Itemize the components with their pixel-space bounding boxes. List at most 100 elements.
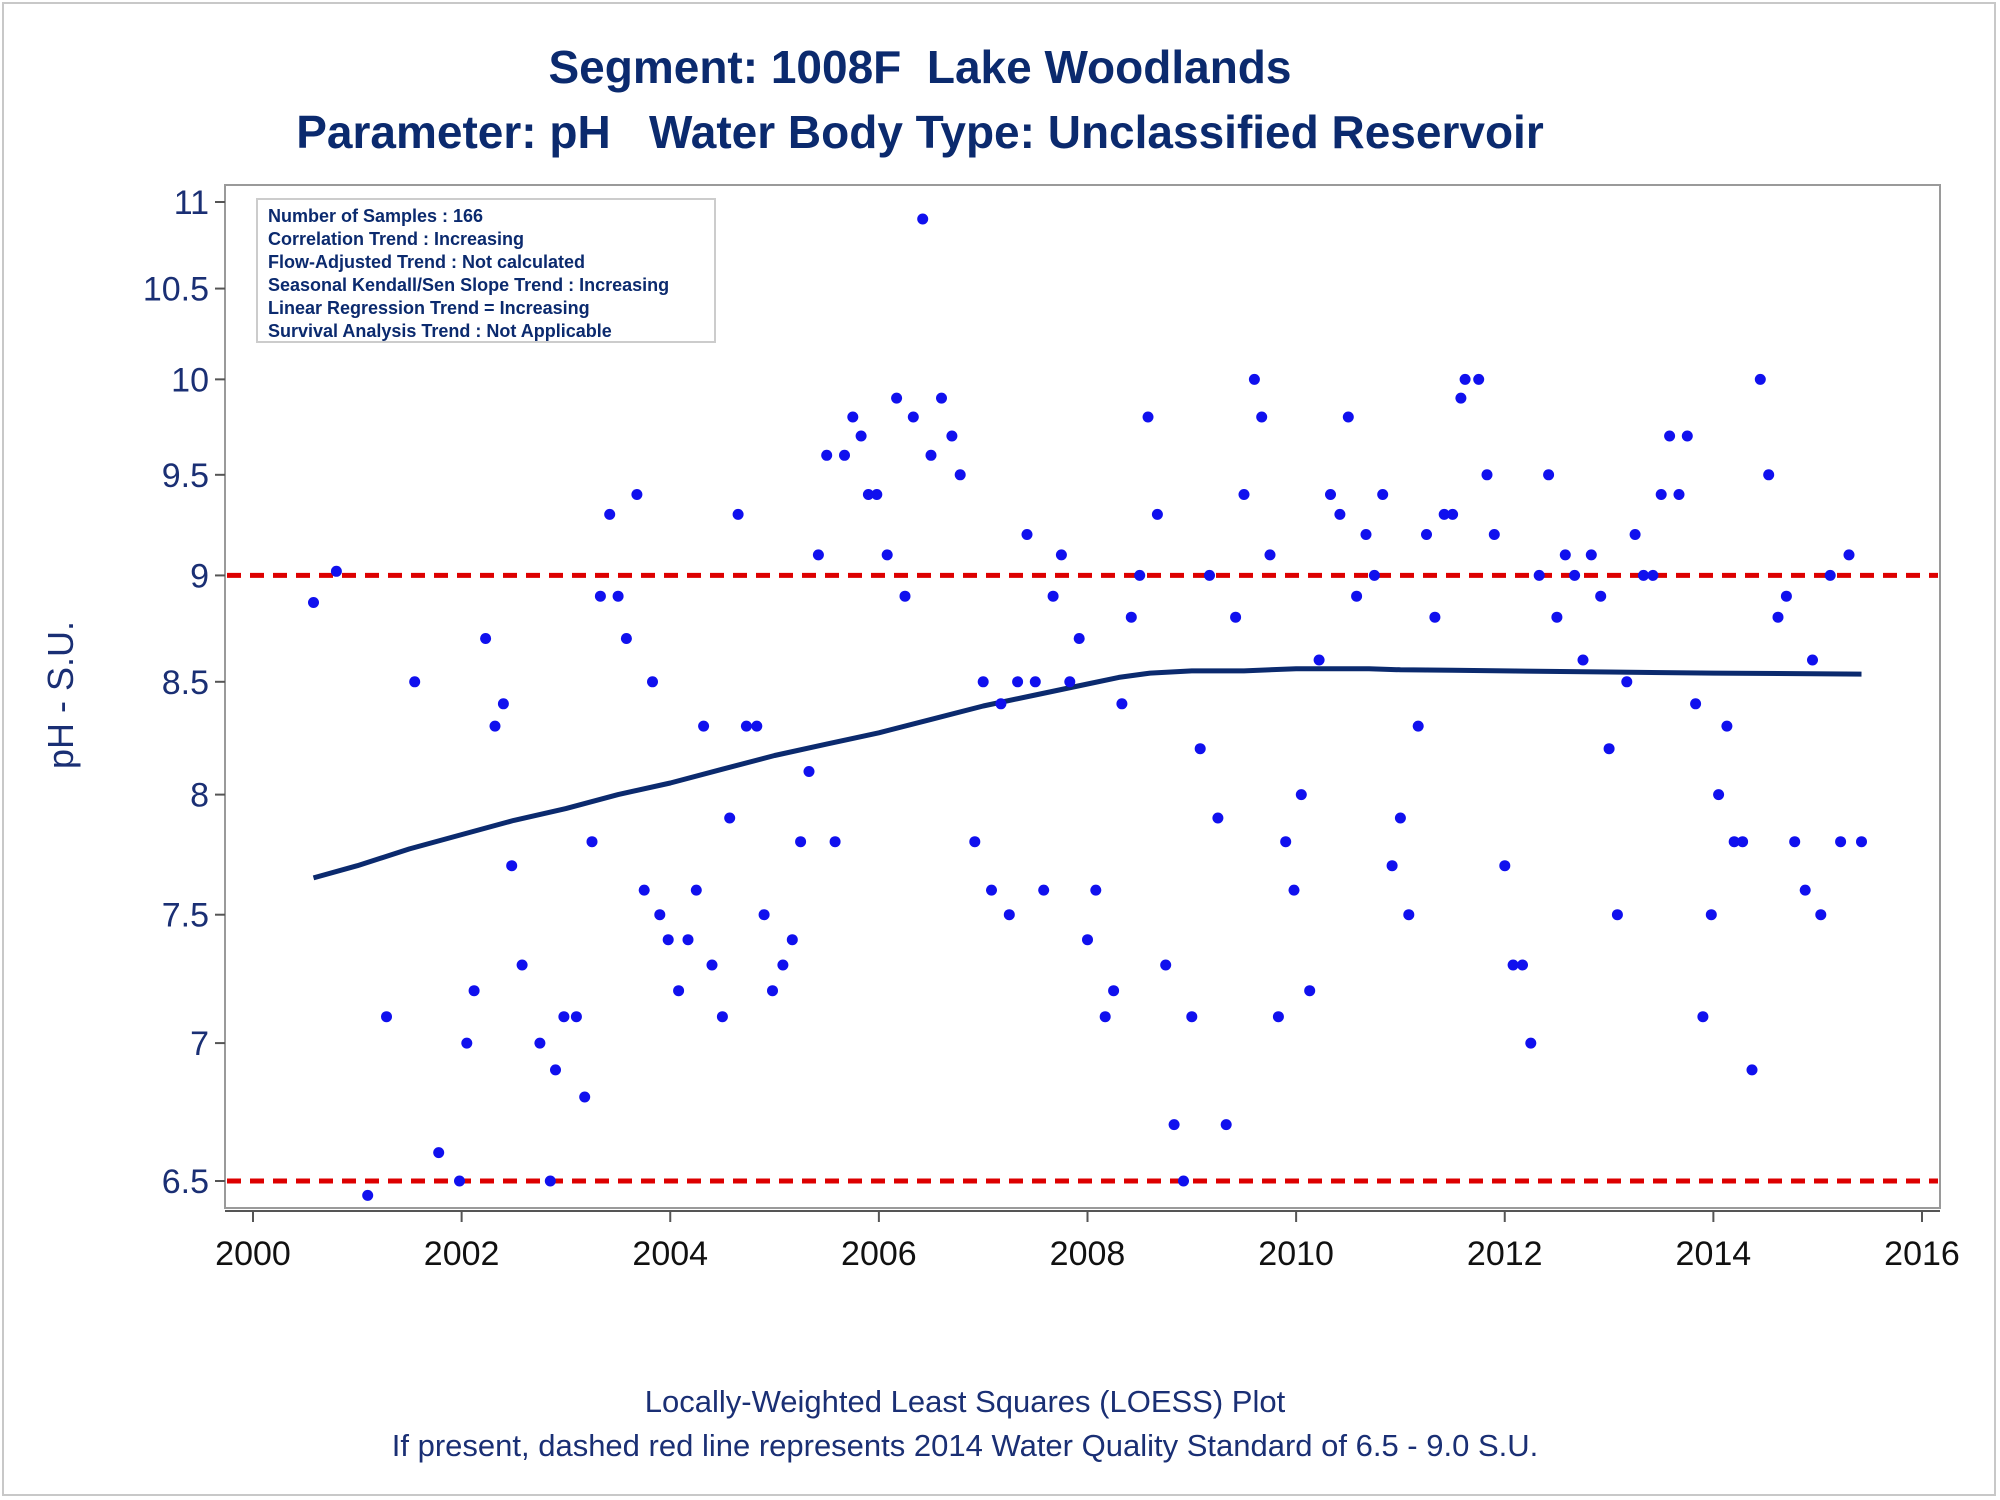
data-point bbox=[1256, 411, 1268, 423]
data-point bbox=[570, 1011, 582, 1023]
data-point bbox=[1559, 549, 1571, 561]
data-point bbox=[381, 1011, 392, 1023]
data-point bbox=[1142, 411, 1154, 423]
data-point bbox=[1377, 489, 1389, 500]
data-point bbox=[1325, 489, 1336, 500]
data-point bbox=[1212, 812, 1224, 824]
data-point bbox=[1673, 489, 1685, 500]
data-point bbox=[1473, 373, 1485, 385]
data-point bbox=[1099, 1011, 1111, 1023]
data-point bbox=[1843, 549, 1855, 561]
data-point bbox=[409, 676, 421, 688]
data-point bbox=[795, 836, 807, 848]
data-point bbox=[1543, 469, 1555, 481]
y-tick-label: 11 bbox=[174, 184, 209, 222]
data-point bbox=[1412, 720, 1424, 732]
data-point bbox=[1455, 392, 1467, 404]
data-point bbox=[1772, 611, 1784, 623]
data-point bbox=[1697, 1011, 1709, 1023]
y-tick-label: 8 bbox=[190, 777, 209, 815]
data-point bbox=[1754, 373, 1766, 385]
data-point bbox=[654, 909, 666, 921]
data-point bbox=[1313, 654, 1325, 666]
data-point bbox=[604, 508, 616, 520]
data-point bbox=[1134, 569, 1146, 581]
x-tick-label: 2000 bbox=[215, 1235, 291, 1273]
y-tick-label: 6.5 bbox=[162, 1163, 209, 1201]
data-point bbox=[855, 430, 867, 442]
info-box: Number of Samples : 166 Correlation Tren… bbox=[256, 198, 716, 343]
data-point bbox=[706, 959, 718, 971]
data-point bbox=[1055, 549, 1067, 561]
data-points bbox=[308, 213, 1867, 1201]
data-point bbox=[1204, 569, 1215, 581]
data-point bbox=[1264, 549, 1276, 561]
data-point bbox=[690, 884, 702, 896]
data-point bbox=[1517, 959, 1528, 971]
data-point bbox=[1585, 549, 1597, 561]
data-point bbox=[480, 633, 492, 644]
data-point bbox=[786, 934, 798, 946]
data-point bbox=[1824, 569, 1836, 581]
data-point bbox=[881, 549, 893, 561]
data-point bbox=[579, 1091, 591, 1103]
data-point bbox=[506, 860, 518, 872]
data-point bbox=[1488, 529, 1500, 540]
data-point bbox=[862, 489, 874, 500]
data-point bbox=[995, 698, 1007, 710]
data-point bbox=[1421, 529, 1432, 540]
data-point bbox=[550, 1064, 561, 1076]
data-point bbox=[1038, 884, 1050, 896]
data-point bbox=[534, 1037, 546, 1049]
info-correlation-trend: Correlation Trend : Increasing bbox=[268, 229, 524, 249]
data-point bbox=[1705, 909, 1717, 921]
x-tick-label: 2002 bbox=[424, 1235, 500, 1273]
data-point bbox=[751, 720, 763, 732]
y-axis: 6.5 7 7.5 8 8.5 9 9.5 10 10.5 11 bbox=[143, 184, 225, 1201]
data-point bbox=[330, 565, 342, 577]
data-point bbox=[1116, 698, 1128, 710]
info-box-border bbox=[256, 198, 716, 343]
info-survival-analysis-trend: Survival Analysis Trend : Not Applicable bbox=[268, 321, 612, 341]
data-point bbox=[1447, 508, 1459, 520]
data-point bbox=[917, 213, 929, 225]
data-point bbox=[1459, 373, 1471, 385]
data-point bbox=[839, 449, 850, 461]
data-point bbox=[740, 720, 752, 732]
y-tick-label: 8.5 bbox=[162, 664, 209, 702]
data-point bbox=[647, 676, 658, 688]
data-point bbox=[497, 698, 509, 710]
data-point bbox=[308, 597, 319, 608]
data-point bbox=[891, 392, 903, 404]
data-point bbox=[821, 449, 833, 461]
data-point bbox=[1238, 489, 1250, 500]
data-point bbox=[682, 934, 694, 946]
data-point bbox=[1194, 743, 1206, 755]
data-point bbox=[1386, 860, 1398, 872]
data-point bbox=[662, 934, 674, 946]
chart-title: Segment: 1008F Lake Woodlands bbox=[548, 41, 1291, 93]
data-point bbox=[1499, 860, 1511, 872]
data-point bbox=[468, 985, 480, 997]
data-point bbox=[847, 411, 859, 423]
data-point bbox=[1403, 909, 1415, 921]
data-point bbox=[638, 884, 650, 896]
data-point bbox=[899, 590, 911, 602]
data-point bbox=[1351, 590, 1363, 602]
data-point bbox=[1664, 430, 1676, 442]
y-tick-label: 10.5 bbox=[143, 271, 209, 309]
data-point bbox=[1368, 569, 1380, 581]
data-point bbox=[1280, 836, 1292, 848]
data-point bbox=[594, 590, 606, 602]
y-axis-label: pH - S.U. bbox=[40, 621, 81, 769]
x-tick-label: 2010 bbox=[1258, 1235, 1334, 1273]
data-point bbox=[1012, 676, 1024, 688]
data-point bbox=[1334, 508, 1346, 520]
data-point bbox=[777, 959, 789, 971]
data-point bbox=[1295, 789, 1307, 801]
data-point bbox=[1178, 1175, 1189, 1187]
info-samples: Number of Samples : 166 bbox=[268, 206, 483, 226]
y-tick-label: 10 bbox=[171, 361, 209, 399]
data-point bbox=[758, 909, 770, 921]
